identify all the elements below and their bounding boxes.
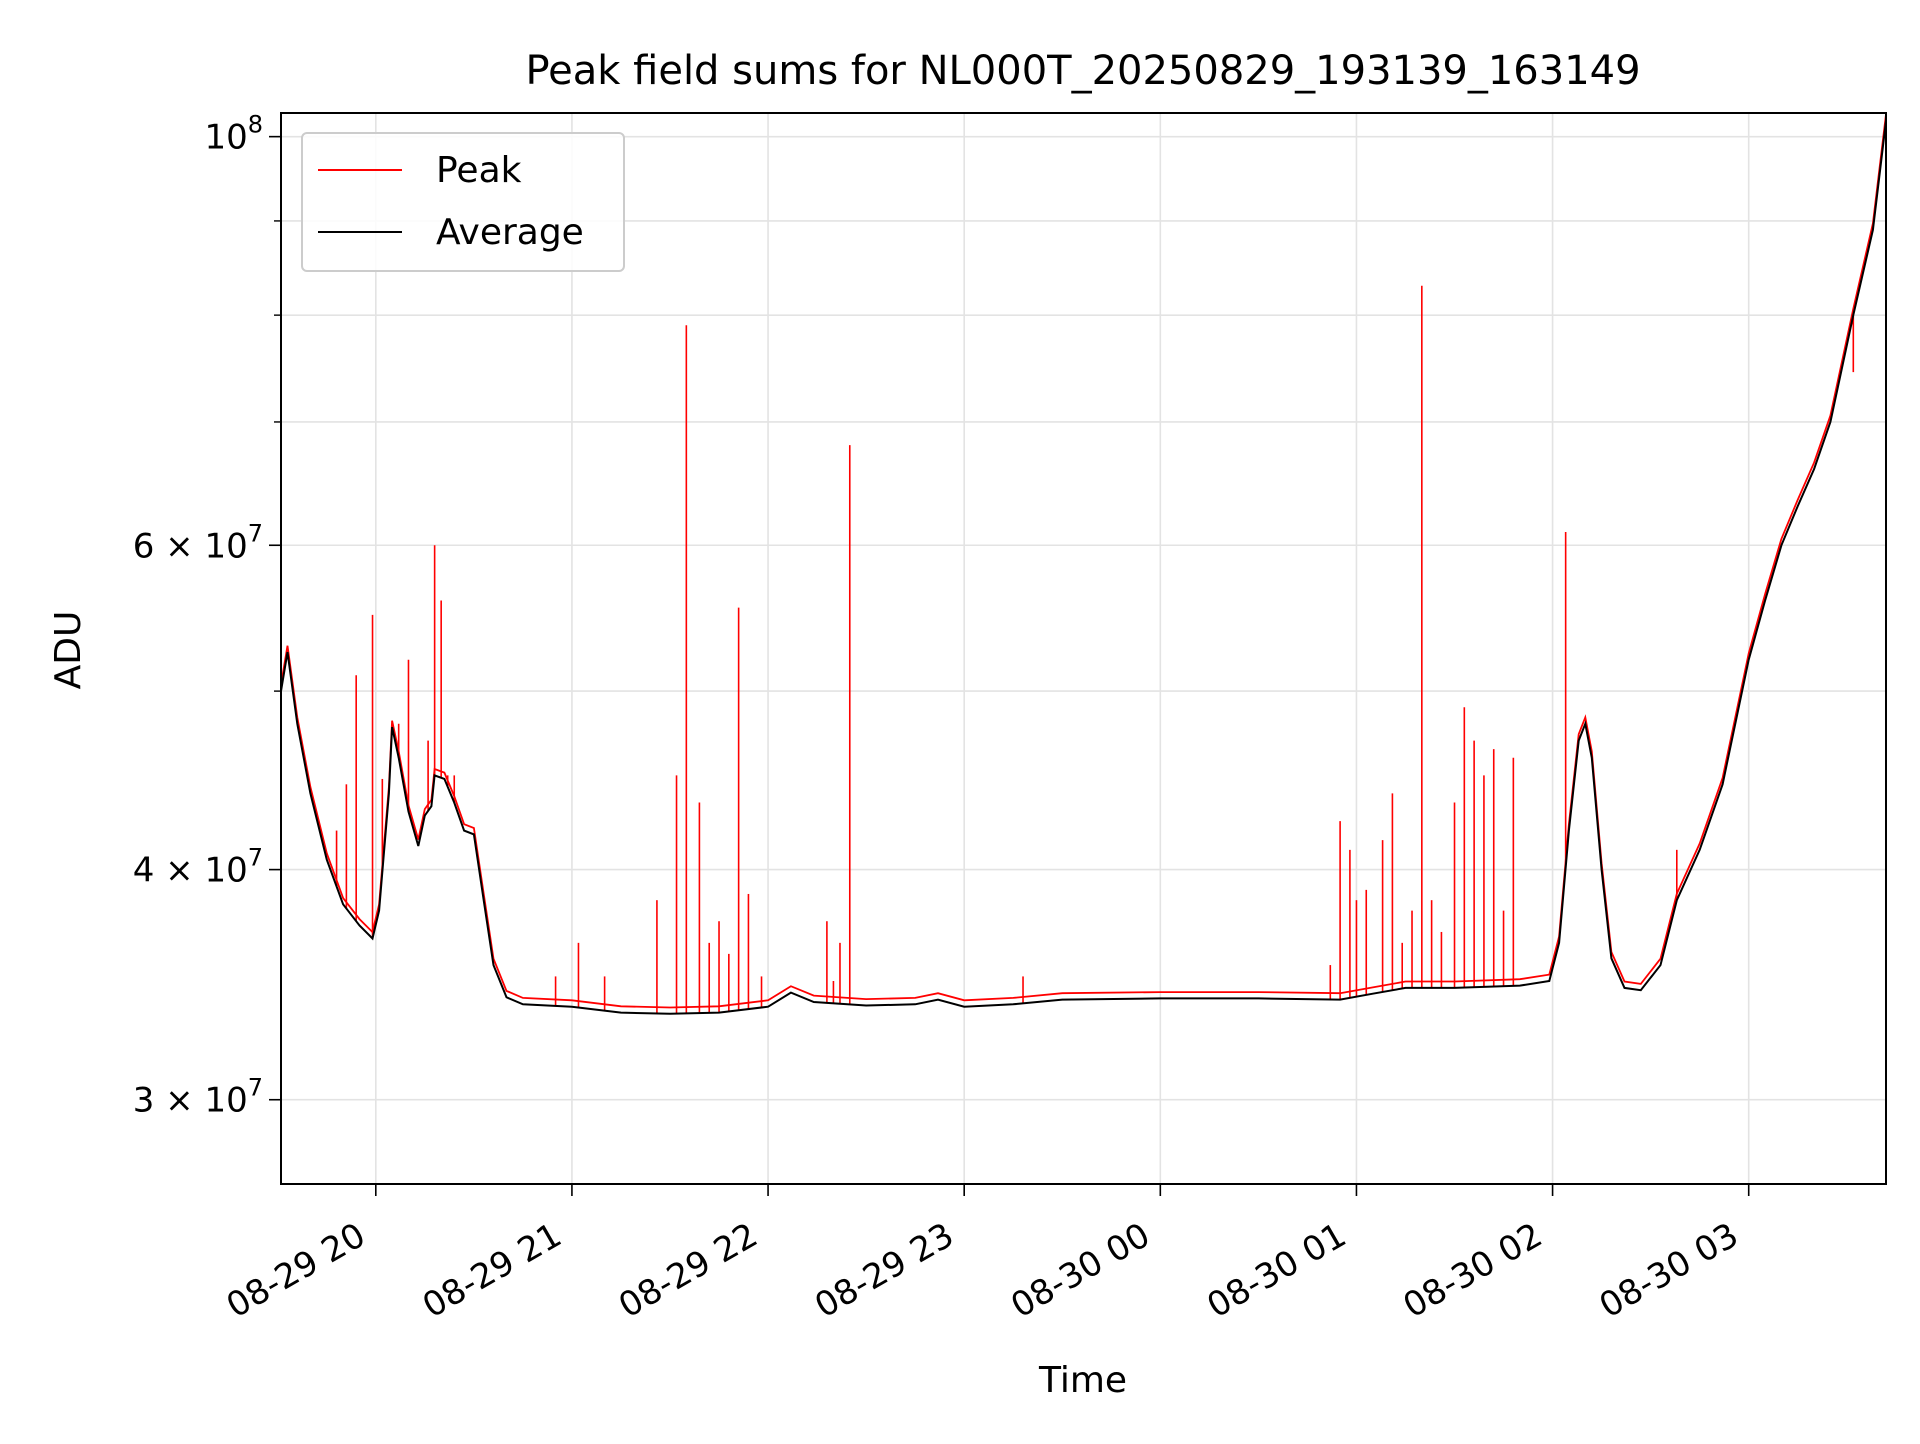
legend-average-label: Average — [436, 212, 584, 253]
x-tick-label: 08-30 03 — [1593, 1215, 1745, 1326]
peak-series-line — [281, 114, 1886, 1009]
chart-title: Peak field sums for NL000T_20250829_1931… — [525, 48, 1640, 94]
x-tick-label: 08-29 20 — [220, 1215, 372, 1326]
series-layer — [281, 114, 1886, 1015]
y-tick-label: 4 × 107 — [133, 844, 263, 891]
y-tick-label: 3 × 107 — [133, 1074, 263, 1121]
plot-frame — [280, 112, 1887, 1185]
x-axis-label: Time — [1038, 1360, 1127, 1401]
average-series-line — [281, 120, 1886, 1015]
x-tick-label: 08-29 23 — [808, 1215, 960, 1326]
x-tick-label: 08-30 00 — [1004, 1215, 1156, 1326]
x-tick-label: 08-29 21 — [416, 1215, 568, 1326]
legend-peak-label: Peak — [436, 150, 522, 191]
y-tick-label: 6 × 107 — [133, 519, 263, 566]
x-tick-label: 08-30 01 — [1201, 1215, 1353, 1326]
grid — [281, 113, 1886, 1184]
y-axis-label: ADU — [48, 611, 89, 690]
x-tick-label: 08-29 22 — [612, 1215, 764, 1326]
x-tick-label: 08-30 02 — [1397, 1215, 1549, 1326]
y-tick-label: 108 — [204, 111, 263, 158]
legend: Peak Average — [301, 132, 625, 272]
axes: 08-29 20 08-29 21 08-29 22 08-29 23 08-30 00… — [133, 111, 1887, 1326]
legend-box — [301, 132, 625, 272]
